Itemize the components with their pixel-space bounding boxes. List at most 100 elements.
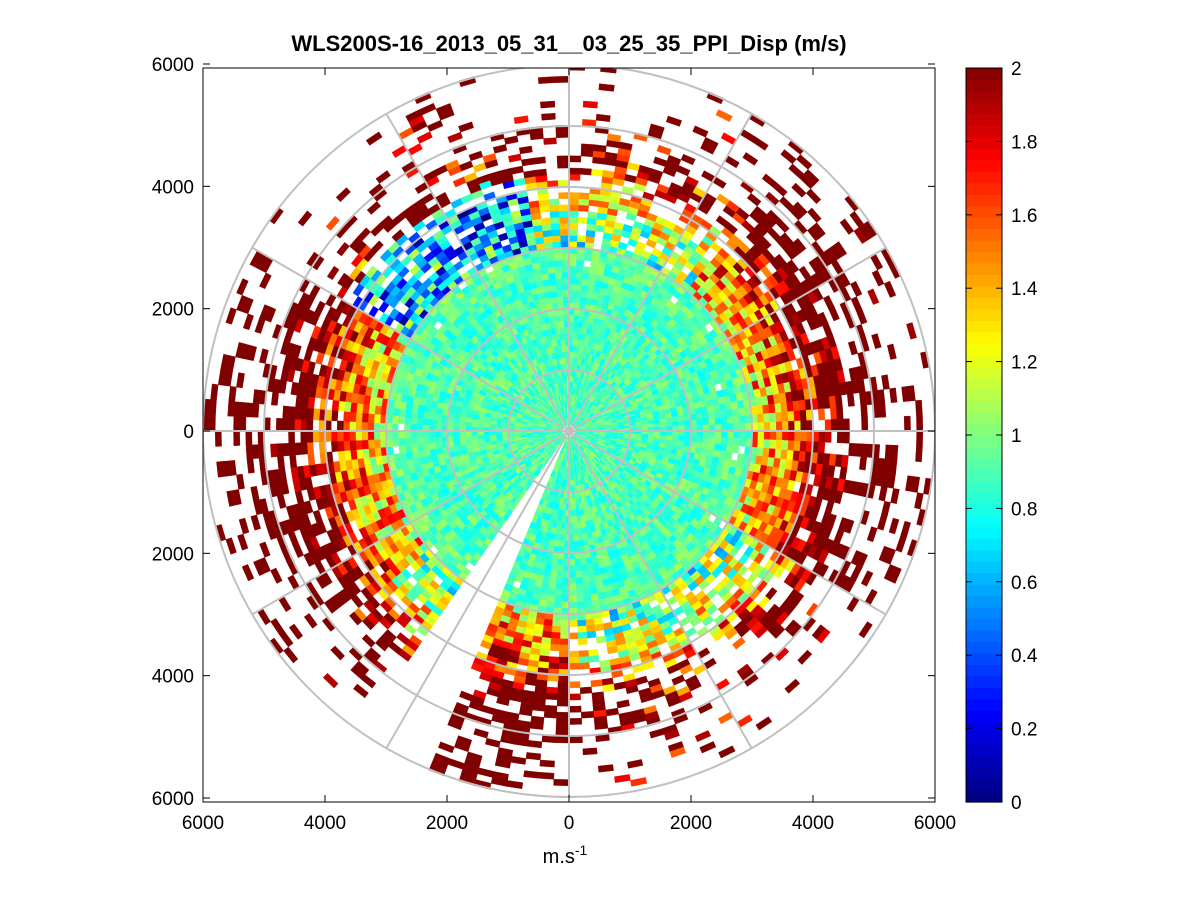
- scan-cell: [772, 182, 788, 197]
- scan-cell: [719, 444, 728, 453]
- scan-cell: [558, 656, 570, 664]
- scan-cell: [794, 430, 802, 442]
- scan-cell: [330, 430, 338, 442]
- scan-cell: [598, 83, 615, 92]
- scan-cell: [523, 770, 540, 779]
- scan-cell: [233, 416, 241, 432]
- scan-cell: [733, 423, 741, 432]
- scan-cell: [860, 404, 868, 419]
- scan-cell: [916, 415, 924, 432]
- scan-cell: [343, 430, 350, 442]
- scan-cell: [732, 408, 740, 417]
- scan-cell: [337, 440, 345, 452]
- scan-cell: [568, 235, 578, 242]
- scan-cell: [416, 443, 425, 452]
- scan-cell: [532, 703, 546, 712]
- scan-cell: [548, 656, 560, 664]
- scan-cell: [774, 402, 782, 414]
- scan-cell: [695, 441, 703, 449]
- scan-cell: [714, 437, 722, 445]
- scan-cell: [647, 423, 655, 428]
- scan-cell: [571, 497, 576, 505]
- scan-cell: [459, 439, 467, 446]
- scan-cell: [732, 445, 740, 454]
- scan-cell: [702, 436, 710, 444]
- scan-cell: [600, 68, 617, 74]
- scan-cell: [586, 223, 597, 232]
- scan-cell: [568, 601, 577, 609]
- scan-cell: [659, 422, 667, 428]
- scan-cell: [227, 400, 236, 417]
- scan-cell: [586, 630, 597, 639]
- scan-cell: [587, 569, 595, 577]
- scan-cell: [587, 575, 596, 583]
- scan-cell: [585, 624, 596, 633]
- scan-cell: [890, 444, 899, 461]
- scan-cell: [548, 662, 560, 670]
- scan-cell: [397, 430, 405, 439]
- scan-cell: [878, 403, 887, 418]
- scan-cell: [361, 430, 369, 441]
- scan-cell: [331, 399, 340, 411]
- scan-cell: [465, 421, 473, 427]
- scan-cell: [546, 674, 559, 682]
- scan-cell: [561, 589, 570, 597]
- scan-cell: [367, 421, 375, 432]
- scan-cell: [465, 435, 473, 441]
- scan-cell: [553, 601, 562, 609]
- scan-cell: [877, 389, 886, 405]
- scan-cell: [701, 442, 710, 450]
- scan-cell: [568, 277, 576, 285]
- scan-cell: [732, 437, 740, 447]
- scan-cell: [551, 619, 562, 627]
- scan-cell: [559, 534, 565, 542]
- scan-cell: [726, 437, 734, 446]
- scan-cell: [649, 123, 665, 134]
- scan-cell: [543, 569, 551, 577]
- scan-cell: [568, 68, 586, 71]
- scan-cell: [571, 503, 577, 511]
- scan-cell: [576, 241, 586, 249]
- scan-cell: [796, 154, 813, 170]
- scan-cell: [489, 433, 497, 439]
- scan-cell: [774, 448, 782, 460]
- scan-cell: [805, 188, 822, 204]
- scan-cell: [561, 601, 570, 609]
- scan-cell: [582, 100, 598, 109]
- scan-cell: [295, 394, 304, 408]
- scan-cell: [718, 403, 727, 412]
- scan-cell: [404, 437, 412, 446]
- scan-cell: [391, 430, 399, 439]
- scan-cell: [575, 265, 584, 273]
- scan-cell: [553, 779, 570, 787]
- scan-cell: [367, 430, 375, 441]
- scan-cell: [817, 408, 826, 421]
- scan-cell: [568, 241, 578, 248]
- scan-cell: [762, 404, 770, 415]
- scan-cell: [756, 447, 764, 457]
- scan-cell: [411, 450, 420, 459]
- scan-cell: [568, 717, 583, 725]
- scan-cell: [233, 430, 241, 446]
- scan-cell: [793, 440, 801, 452]
- scan-cell: [786, 401, 795, 413]
- scan-cell: [574, 564, 582, 572]
- scan-cell: [465, 439, 473, 445]
- scan-cell: [577, 637, 588, 646]
- scan-cell: [568, 705, 582, 713]
- scan-cell: [410, 444, 419, 453]
- scan-cell: [573, 540, 580, 548]
- scan-cell: [568, 583, 577, 591]
- scan-cell: [677, 415, 685, 422]
- scan-cell: [416, 424, 423, 432]
- scan-cell: [848, 443, 856, 457]
- scan-cell: [471, 438, 479, 445]
- scan-cell: [416, 430, 423, 438]
- scan-cell: [411, 403, 420, 412]
- scan-cell: [576, 253, 585, 261]
- scan-cell: [763, 413, 771, 423]
- scan-cell: [719, 409, 728, 418]
- scan-cell: [572, 516, 578, 523]
- scan-cell: [721, 423, 728, 432]
- scan-cell: [575, 576, 583, 585]
